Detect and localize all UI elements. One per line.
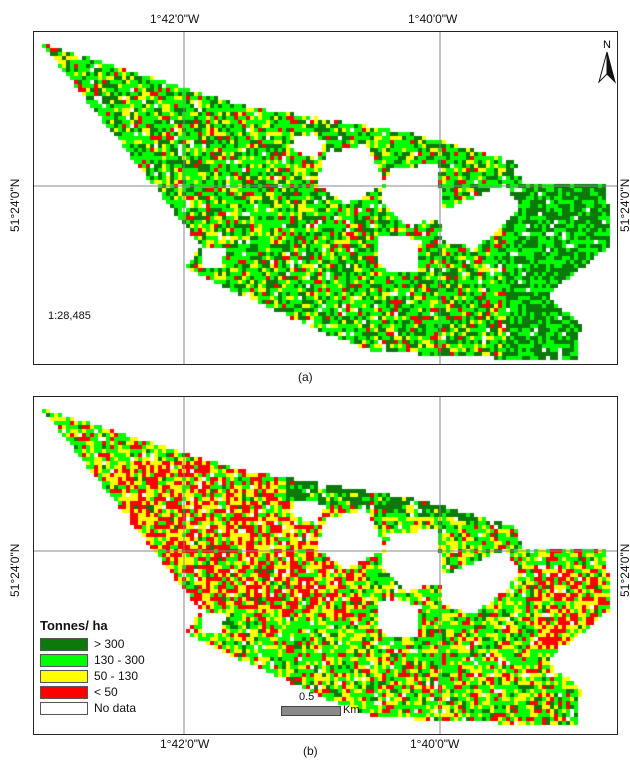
lon-label-top-right: 1°40'0"W [408, 12, 458, 26]
lon-label-bottom-right: 1°40'0"W [410, 737, 460, 751]
legend-label: No data [94, 701, 137, 715]
legend-item: 130 - 300 [40, 652, 145, 668]
legend-item: < 50 [40, 684, 145, 700]
legend-title: Tonnes/ ha [40, 618, 108, 633]
north-arrow-icon: N [598, 39, 616, 84]
graticule-b [34, 397, 617, 734]
legend-label: < 50 [94, 685, 118, 699]
legend-label: 130 - 300 [94, 653, 145, 667]
lat-label-left-b: 51°24'0"N [8, 543, 22, 597]
legend-swatch [40, 701, 88, 715]
legend-label: > 300 [94, 637, 125, 651]
lon-label-top-left: 1°42'0"W [150, 12, 200, 26]
scale-bar [281, 706, 341, 716]
lat-label-right-b: 51°24'0"N [618, 543, 630, 597]
legend-swatch [40, 653, 88, 667]
graticule-a [34, 32, 617, 364]
lon-label-bottom-left: 1°42'0"W [160, 737, 210, 751]
svg-text:N: N [603, 39, 611, 51]
legend-item: 50 - 130 [40, 668, 145, 684]
caption-b: (b) [303, 744, 318, 758]
legend: Tonnes/ ha > 300 130 - 300 50 - 130 < 50… [40, 618, 145, 716]
biomass-raster-a [34, 32, 617, 364]
scale-ratio: 1:28,485 [48, 310, 91, 322]
legend-swatch [40, 685, 88, 699]
biomass-raster-b [34, 397, 617, 734]
legend-item: No data [40, 700, 145, 716]
legend-label: 50 - 130 [94, 669, 139, 683]
legend-swatch [40, 637, 88, 651]
caption-a: (a) [298, 370, 313, 384]
lat-label-left-a: 51°24'0"N [8, 178, 22, 232]
legend-swatch [40, 669, 88, 683]
legend-item: > 300 [40, 636, 145, 652]
scale-bar-unit: Km [343, 704, 360, 716]
map-panel-b: 0.5 Km [33, 396, 618, 735]
lat-label-right-a: 51°24'0"N [618, 178, 630, 232]
map-panel-a: N 1:28,485 [33, 31, 618, 365]
scale-bar-value: 0.5 [299, 691, 315, 703]
